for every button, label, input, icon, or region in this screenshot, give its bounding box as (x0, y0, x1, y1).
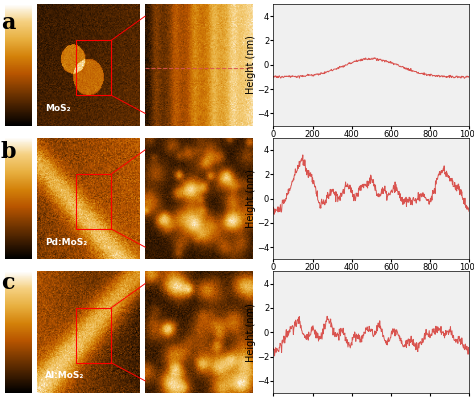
X-axis label: Distance (nm): Distance (nm) (337, 274, 406, 284)
Text: Al:MoS₂: Al:MoS₂ (45, 372, 84, 380)
Text: b: b (1, 141, 17, 163)
Bar (76, 174, 111, 229)
Text: Pd:MoS₂: Pd:MoS₂ (45, 238, 88, 247)
Text: MoS₂: MoS₂ (45, 104, 71, 113)
Bar (76, 308, 111, 362)
Y-axis label: Height (nm): Height (nm) (246, 169, 255, 228)
Bar (76, 40, 111, 95)
Y-axis label: Height (nm): Height (nm) (246, 303, 255, 362)
Text: a: a (1, 12, 15, 34)
Y-axis label: Height (nm): Height (nm) (246, 35, 255, 94)
Text: c: c (1, 272, 14, 294)
X-axis label: Distance (nm): Distance (nm) (337, 140, 406, 150)
